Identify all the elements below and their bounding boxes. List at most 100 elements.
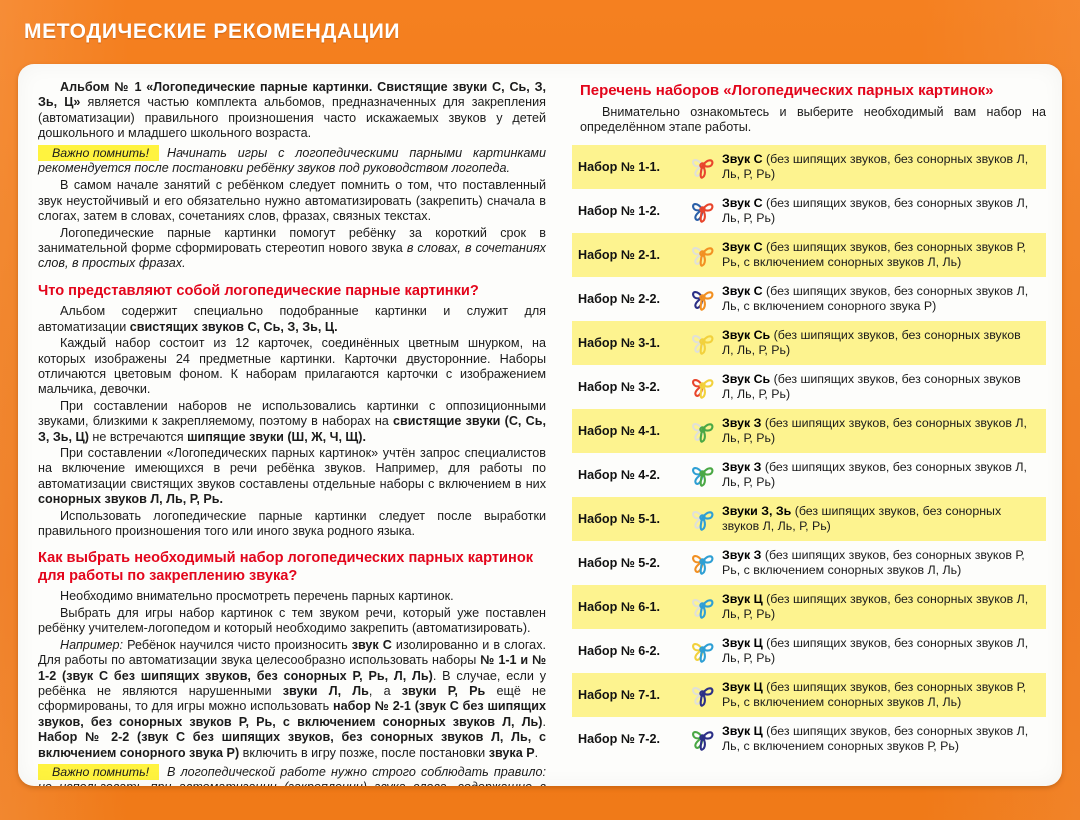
section-heading-1: Что представляют собой логопедические па… xyxy=(38,282,479,299)
bow-knot-icon xyxy=(684,285,722,313)
bow-knot-icon xyxy=(684,593,722,621)
paragraph-2: В самом начале занятий с ребёнком следуе… xyxy=(38,178,546,224)
paragraph-8: Использовать логопедические парные карти… xyxy=(38,508,546,539)
set-condition-text: (без шипящих звуков, без сонорных звуков… xyxy=(722,239,1026,269)
set-row[interactable]: Набор № 1-1. Звук С (без шипящих звуков, … xyxy=(572,144,1046,189)
p11-n: звука Р xyxy=(488,745,535,760)
page-title: МЕТОДИЧЕСКИЕ РЕКОМЕНДАЦИИ xyxy=(24,20,401,43)
p11-i: ещё не сформированы, то для игры можно и… xyxy=(38,683,546,714)
paragraph-3: Логопедические парные картинки помогут р… xyxy=(38,226,546,272)
set-sound-label: Звук Сь xyxy=(722,371,771,386)
set-number-label: Набор № 1-2. xyxy=(578,203,661,218)
set-row[interactable]: Набор № 1-2. Звук С (без шипящих звуков, … xyxy=(572,189,1046,233)
set-number-label: Набор № 2-1. xyxy=(578,247,661,262)
set-sound-label: Звук Ц xyxy=(722,679,763,694)
set-number-label: Набор № 6-1. xyxy=(578,599,661,614)
paragraph-7: При составлении «Логопедических парных к… xyxy=(38,446,546,508)
paragraph-6-c: не встречаются xyxy=(88,429,188,444)
set-row[interactable]: Набор № 2-2. Звук С (без шипящих звуков, … xyxy=(572,277,1046,321)
right-column: Перечень наборов «Логопедических парных … xyxy=(564,64,1062,786)
set-row[interactable]: Набор № 5-1. Звуки З, Зь (без шипящих зву… xyxy=(572,496,1046,541)
important-note-1-text: Начинать игры с логопедическими парными … xyxy=(38,145,546,176)
set-condition-text: (без шипящих звуков, без сонорных звуков… xyxy=(722,591,1029,621)
p11-k: . xyxy=(542,714,547,729)
set-condition-text: (без шипящих звуков, без сонорных звуков… xyxy=(722,459,1027,489)
important-note-2-text: В логопедической работе нужно строго соб… xyxy=(38,764,546,786)
paragraph-4: Альбом содержит специально подобранные к… xyxy=(38,304,546,335)
bow-knot-icon xyxy=(692,334,714,355)
important-badge: Важно помнить! xyxy=(38,144,160,161)
bow-knot-icon xyxy=(692,730,714,751)
set-number-label: Набор № 3-1. xyxy=(578,335,661,350)
set-row[interactable]: Набор № 7-2. Звук Ц (без шипящих звуков, … xyxy=(572,717,1046,761)
set-row[interactable]: Набор № 3-1. Звук Сь (без шипящих звуков,… xyxy=(572,320,1046,365)
set-description: Звук Ц (без шипящих звуков, без сонорных… xyxy=(722,636,1040,666)
sets-list-lead: Внимательно ознакомьтесь и выберите необ… xyxy=(580,105,1046,135)
p11-a: Ребёнок научился чисто произносить xyxy=(123,637,352,652)
set-number-label: Набор № 6-2. xyxy=(578,643,661,658)
p11-h: звуки Р, Рь xyxy=(401,683,486,698)
set-description: Звук Ц (без шипящих звуков, без сонорных… xyxy=(722,680,1040,710)
paragraph-7-a: При составлении «Логопедических парных к… xyxy=(38,446,546,491)
set-row[interactable]: Набор № 4-1. Звук З (без шипящих звуков, … xyxy=(572,408,1046,453)
paragraph-6-b: свистящие звуки (С, Сь, З, Зь, Ц) xyxy=(38,414,546,444)
left-column: Альбом № 1 «Логопедические парные картин… xyxy=(18,64,564,786)
bow-knot-icon xyxy=(692,202,714,223)
p11-b: звук С xyxy=(351,637,392,652)
paragraph-10: Выбрать для игры набор картинок с тем зв… xyxy=(38,605,546,636)
bow-knot-icon xyxy=(684,637,722,665)
bow-knot-icon xyxy=(684,197,722,225)
set-condition-text: (без шипящих звуков, без сонорных звуков… xyxy=(722,503,1002,533)
set-row[interactable]: Набор № 6-1. Звук Ц (без шипящих звуков, … xyxy=(572,584,1046,629)
bow-knot-icon xyxy=(684,153,722,181)
set-number-label: Набор № 7-1. xyxy=(578,687,661,702)
p11-c: изолированно и в слогах. Для работы по а… xyxy=(38,637,546,668)
paragraph-3-italic: в словах, в сочетаниях слов, в простых ф… xyxy=(38,241,546,271)
set-condition-text: (без шипящих звуков, без сонорных звуков… xyxy=(722,723,1029,753)
set-sound-label: Звук Ц xyxy=(722,723,763,738)
section-heading-2: Как выбрать необходимый набор логопедиче… xyxy=(38,550,534,584)
set-condition-text: (без шипящих звуков, без сонорных звуков… xyxy=(722,327,1021,357)
set-condition-text: (без шипящих звуков, без сонорных звуков… xyxy=(722,195,1029,225)
set-number-label: Набор № 2-2. xyxy=(578,291,661,306)
bow-knot-icon xyxy=(684,417,722,445)
p11-f: звуки Л, Ль xyxy=(282,683,369,698)
p11-l: Набор № 2-2 (звук С без шипящих звуков, … xyxy=(38,730,546,760)
bow-knot-icon xyxy=(692,686,714,707)
p11-j: набор № 2-1 (звук С без шипящих звуков, … xyxy=(38,699,547,729)
important-badge: Важно помнить! xyxy=(38,763,160,780)
bow-knot-icon xyxy=(692,422,714,443)
set-number-label: Набор № 7-2. xyxy=(578,731,661,746)
set-condition-text: (без шипящих звуков, без сонорных звуков… xyxy=(722,679,1027,709)
set-row[interactable]: Набор № 4-2. Звук З (без шипящих звуков, … xyxy=(572,453,1046,497)
set-number-label: Набор № 5-2. xyxy=(578,555,661,570)
bow-knot-icon xyxy=(692,510,714,531)
paragraph-11-example: Например: Ребёнок научился чисто произно… xyxy=(38,638,546,761)
paragraph-6: При составлении наборов не использовалис… xyxy=(38,399,546,445)
set-condition-text: (без шипящих звуков, без сонорных звуков… xyxy=(722,283,1029,313)
set-row[interactable]: Набор № 3-2. Звук Сь (без шипящих звуков,… xyxy=(572,365,1046,409)
paragraph-3-plain: Логопедические парные картинки помогут р… xyxy=(38,225,546,256)
set-description: Звук С (без шипящих звуков, без сонорных… xyxy=(722,152,1040,182)
set-row[interactable]: Набор № 5-2. Звук З (без шипящих звуков, … xyxy=(572,541,1046,585)
set-sound-label: Звук С xyxy=(722,283,763,298)
bow-knot-icon xyxy=(692,290,714,311)
bow-knot-icon xyxy=(684,549,722,577)
example-label: Например: xyxy=(60,637,124,652)
intro-bold-lead: Альбом № 1 «Логопедические парные картин… xyxy=(38,80,546,110)
p11-e: . В случае, если у ребёнка не являются н… xyxy=(38,668,546,698)
bow-knot-icon xyxy=(692,378,714,399)
set-sound-label: Звук С xyxy=(722,195,763,210)
set-description: Звук С (без шипящих звуков, без сонорных… xyxy=(722,240,1040,270)
set-condition-text: (без шипящих звуков, без сонорных звуков… xyxy=(722,547,1025,577)
content-card: Альбом № 1 «Логопедические парные картин… xyxy=(18,64,1062,786)
set-condition-text: (без шипящих звуков, без сонорных звуков… xyxy=(722,415,1027,445)
bow-knot-icon xyxy=(684,461,722,489)
important-note-1: Важно помнить! Начинать игры с логопедиче… xyxy=(38,144,546,177)
set-row[interactable]: Набор № 7-1. Звук Ц (без шипящих звуков, … xyxy=(572,672,1046,717)
set-condition-text: (без шипящих звуков, без сонорных звуков… xyxy=(722,635,1029,665)
set-row[interactable]: Набор № 2-1. Звук С (без шипящих звуков, … xyxy=(572,232,1046,277)
set-number-label: Набор № 5-1. xyxy=(578,511,661,526)
set-row[interactable]: Набор № 6-2. Звук Ц (без шипящих звуков, … xyxy=(572,629,1046,673)
